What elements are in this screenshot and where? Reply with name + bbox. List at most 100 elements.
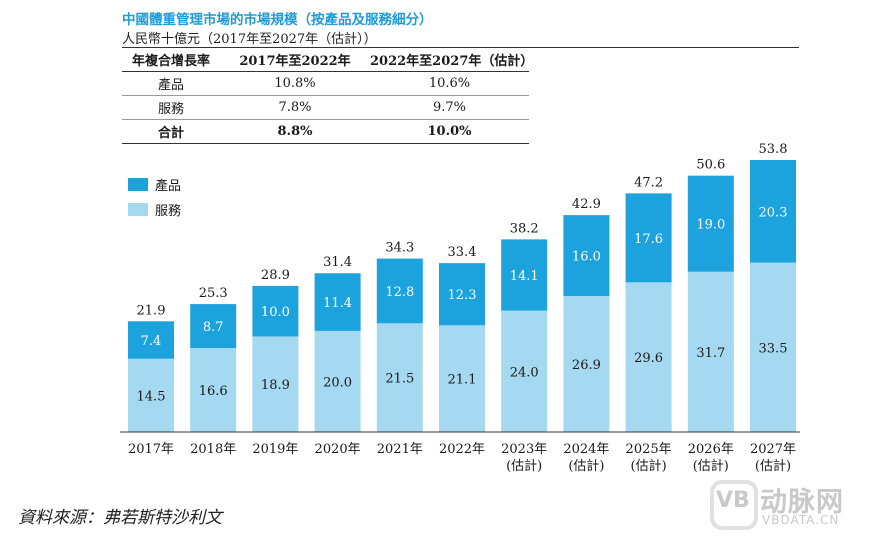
- watermark-brand: 动脉网: [760, 487, 844, 518]
- legend-label-service: 服務: [155, 203, 182, 219]
- bar-product: [128, 321, 174, 359]
- bar-service: [501, 310, 548, 432]
- chart-subtitle: 人民幣十億元（2017年至2027年（估計））: [122, 32, 377, 47]
- data-label-service: 33.5: [759, 341, 788, 356]
- x-tick-label: 2020年: [315, 442, 361, 457]
- x-tick-label: (估計): [631, 458, 667, 474]
- cagr-row-total: 合計 8.8% 10.0%: [122, 119, 529, 144]
- source-note: 資料來源：弗若斯特沙利文: [18, 508, 222, 528]
- data-label-product: 19.0: [696, 218, 725, 233]
- x-tick-label: (估計): [755, 458, 791, 474]
- cagr-cell-value: 9.7%: [370, 95, 529, 120]
- cagr-cell-value: 10.8%: [220, 71, 370, 96]
- cagr-cell-label: 服務: [122, 95, 220, 120]
- cagr-cell-label: 產品: [122, 71, 220, 96]
- top-rule: [122, 47, 799, 48]
- data-label-product: 11.4: [323, 296, 352, 311]
- cagr-row-product: 產品 10.8% 10.6%: [122, 71, 529, 96]
- data-label-service: 26.9: [572, 358, 601, 373]
- data-label-product: 12.8: [385, 285, 414, 300]
- data-label-product: 12.3: [448, 288, 477, 303]
- bar-product: [376, 258, 423, 324]
- data-label-service: 18.9: [261, 378, 290, 393]
- x-tick-label: 2023年: [501, 442, 547, 457]
- bar-service: [190, 348, 237, 432]
- bar-service: [128, 358, 174, 432]
- watermark-logo-text: VB: [716, 488, 750, 513]
- bar-product: [625, 193, 672, 283]
- data-label-total: 38.2: [510, 221, 539, 236]
- x-tick-label: 2024年: [563, 442, 609, 457]
- bar-service: [625, 282, 672, 432]
- legend-label-product: 產品: [155, 178, 182, 194]
- chart-title: 中國體重管理市場的市場規模（按產品及服務細分）: [122, 12, 433, 28]
- cagr-row-service: 服務 7.8% 9.7%: [122, 95, 529, 120]
- cagr-table: 年複合增長率 2017年至2022年 2022年至2027年（估計） 產品 10…: [122, 48, 533, 144]
- data-label-product: 17.6: [634, 232, 663, 247]
- x-tick-label: (估計): [568, 458, 604, 474]
- data-label-total: 50.6: [696, 158, 725, 173]
- bar-product: [750, 160, 796, 263]
- cagr-cell-value: 7.8%: [220, 95, 370, 120]
- vbdata-watermark-logo: [710, 480, 758, 530]
- cagr-header-label: 年複合增長率: [122, 48, 220, 72]
- data-label-service: 21.5: [385, 372, 414, 387]
- x-tick-label: 2022年: [439, 442, 485, 457]
- cagr-header-row: 年複合增長率 2017年至2022年 2022年至2027年（估計）: [122, 48, 533, 72]
- bar-service: [376, 323, 423, 432]
- legend-swatch-service: [128, 202, 148, 216]
- bar-product: [252, 285, 299, 337]
- cagr-header-period-1: 2017年至2022年: [220, 48, 370, 72]
- x-tick-label: 2026年: [688, 442, 734, 457]
- cagr-cell-value: 10.6%: [370, 71, 529, 96]
- x-tick-label: 2021年: [377, 442, 423, 457]
- data-label-service: 16.6: [199, 384, 228, 399]
- bar-service: [439, 325, 485, 432]
- legend-item-service: 服務: [128, 200, 182, 219]
- x-tick-label: (估計): [506, 458, 542, 474]
- data-label-service: 29.6: [634, 351, 663, 366]
- bar-product: [190, 304, 237, 349]
- chart-legend: 產品 服務: [128, 175, 181, 225]
- data-label-total: 42.9: [572, 197, 601, 212]
- bar-product: [439, 263, 485, 326]
- watermark-url: VBDATA.CN: [762, 513, 840, 527]
- cagr-cell-value: 10.0%: [370, 119, 529, 144]
- data-label-total: 21.9: [137, 303, 166, 318]
- x-tick-label: 2018年: [190, 442, 236, 457]
- data-label-product: 10.0: [261, 305, 290, 320]
- bar-service: [252, 336, 299, 432]
- bar-service: [314, 330, 361, 432]
- data-label-total: 28.9: [261, 268, 290, 283]
- data-label-product: 8.7: [203, 320, 224, 335]
- bar-service: [750, 262, 796, 432]
- legend-item-product: 產品: [128, 175, 182, 194]
- data-label-service: 14.5: [137, 389, 166, 404]
- x-tick-label: 2025年: [626, 442, 672, 457]
- data-label-service: 20.0: [323, 375, 352, 390]
- x-tick-label: 2017年: [128, 442, 174, 457]
- bar-product: [314, 273, 361, 331]
- x-tick-label: 2027年: [750, 442, 796, 457]
- legend-swatch-product: [128, 177, 148, 191]
- data-label-total: 47.2: [634, 175, 663, 190]
- data-label-product: 14.1: [510, 269, 539, 284]
- data-label-total: 33.4: [448, 245, 477, 260]
- bar-service: [563, 296, 610, 432]
- bar-service: [687, 271, 734, 432]
- data-label-total: 34.3: [385, 241, 414, 256]
- x-tick-label: (估計): [693, 458, 729, 474]
- data-label-product: 20.3: [759, 205, 788, 220]
- cagr-cell-value: 8.8%: [220, 119, 370, 144]
- cagr-cell-label: 合計: [122, 119, 220, 144]
- data-label-product: 7.4: [141, 334, 162, 349]
- bar-product: [563, 215, 610, 296]
- bar-product: [501, 239, 548, 311]
- cagr-header-period-2: 2022年至2027年（估計）: [370, 48, 533, 72]
- x-tick-label: 2019年: [252, 442, 298, 457]
- data-label-total: 31.4: [323, 255, 352, 270]
- data-label-service: 21.1: [448, 373, 477, 388]
- data-label-service: 24.0: [510, 365, 539, 380]
- bar-product: [687, 175, 734, 272]
